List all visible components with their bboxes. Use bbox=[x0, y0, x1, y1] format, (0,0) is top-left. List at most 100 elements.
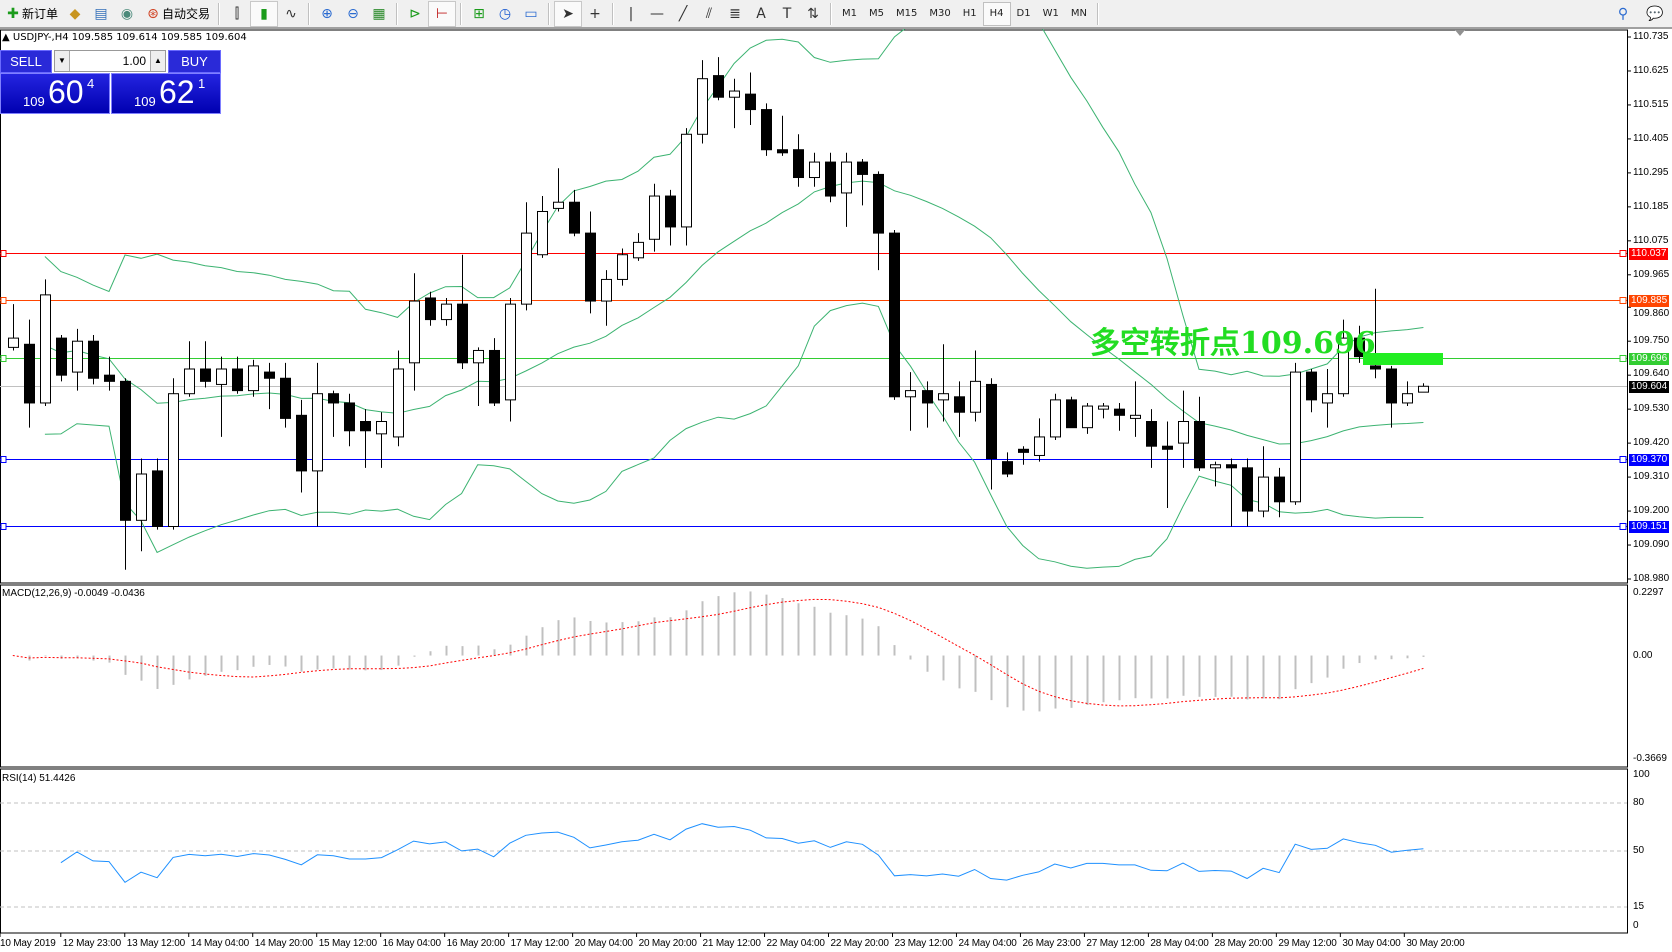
bear-candle[interactable] bbox=[745, 93, 756, 111]
vertical-line-button[interactable]: | bbox=[618, 2, 644, 26]
level-handle[interactable] bbox=[0, 456, 7, 463]
bear-candle[interactable] bbox=[88, 340, 99, 379]
level-handle[interactable] bbox=[1619, 523, 1627, 530]
bear-candle[interactable] bbox=[152, 470, 163, 527]
bull-candle[interactable] bbox=[216, 368, 227, 385]
bull-candle[interactable] bbox=[1418, 385, 1429, 393]
cursor-button[interactable]: ➤ bbox=[554, 0, 583, 27]
bull-candle[interactable] bbox=[1050, 399, 1061, 438]
bear-candle[interactable] bbox=[1274, 476, 1285, 503]
level-handle[interactable] bbox=[1619, 297, 1627, 304]
bull-candle[interactable] bbox=[1290, 371, 1301, 503]
market-watch-button[interactable]: ◆ bbox=[62, 2, 88, 26]
bear-candle[interactable] bbox=[120, 380, 131, 521]
tile-windows-button[interactable]: ▦ bbox=[366, 2, 392, 26]
timeframe-h1[interactable]: H1 bbox=[962, 8, 977, 19]
bull-candle[interactable] bbox=[184, 368, 195, 395]
signals-button[interactable]: ◉ bbox=[114, 2, 140, 26]
bear-candle[interactable] bbox=[1146, 420, 1157, 447]
bull-candle[interactable] bbox=[617, 254, 628, 280]
bull-candle[interactable] bbox=[1402, 393, 1413, 404]
bear-candle[interactable] bbox=[585, 232, 596, 302]
lot-value[interactable]: 1.00 bbox=[122, 54, 146, 68]
bear-candle[interactable] bbox=[200, 368, 211, 382]
bear-candle[interactable] bbox=[793, 149, 804, 179]
bull-candle[interactable] bbox=[1258, 476, 1269, 512]
bull-candle[interactable] bbox=[1082, 405, 1093, 429]
bull-candle[interactable] bbox=[553, 201, 564, 209]
pivot-zone-rectangle[interactable] bbox=[1363, 353, 1443, 365]
bear-candle[interactable] bbox=[857, 161, 868, 175]
horizontal-line-button[interactable]: — bbox=[644, 2, 670, 26]
bear-candle[interactable] bbox=[296, 414, 307, 472]
bull-candle[interactable] bbox=[1098, 405, 1109, 410]
arrows-button[interactable]: ⇅ bbox=[800, 2, 826, 26]
bull-candle[interactable] bbox=[1178, 420, 1189, 444]
bear-candle[interactable] bbox=[328, 393, 339, 404]
text-label-button[interactable]: T bbox=[774, 2, 800, 26]
bear-candle[interactable] bbox=[425, 297, 436, 321]
bear-candle[interactable] bbox=[569, 201, 580, 234]
bull-candle[interactable] bbox=[601, 278, 612, 302]
bear-candle[interactable] bbox=[1306, 371, 1317, 401]
bull-candle[interactable] bbox=[697, 78, 708, 135]
bull-candle[interactable] bbox=[1130, 414, 1141, 419]
bear-candle[interactable] bbox=[264, 371, 275, 379]
bear-candle[interactable] bbox=[1114, 408, 1125, 416]
indicators-button[interactable]: ⊞ bbox=[466, 2, 492, 26]
bull-candle[interactable] bbox=[376, 420, 387, 435]
bear-candle[interactable] bbox=[777, 149, 788, 154]
bull-candle[interactable] bbox=[441, 303, 452, 321]
auto-scroll-button[interactable]: ⊳ bbox=[402, 2, 428, 26]
bear-candle[interactable] bbox=[1354, 337, 1365, 358]
crosshair-button[interactable]: + bbox=[582, 2, 608, 26]
bull-candle[interactable] bbox=[905, 390, 916, 398]
bull-candle[interactable] bbox=[312, 393, 323, 472]
timeframe-m15[interactable]: M15 bbox=[896, 8, 918, 19]
bull-candle[interactable] bbox=[409, 300, 420, 364]
zoom-out-button[interactable]: ⊖ bbox=[340, 2, 366, 26]
bull-candle[interactable] bbox=[505, 303, 516, 401]
candlestick-button[interactable]: ▮ bbox=[250, 0, 279, 27]
fibonacci-button[interactable]: ≣ bbox=[722, 2, 748, 26]
bull-candle[interactable] bbox=[841, 161, 852, 194]
bear-candle[interactable] bbox=[1386, 368, 1397, 404]
bull-candle[interactable] bbox=[1338, 337, 1349, 395]
navigator-button[interactable]: ▤ bbox=[88, 2, 114, 26]
chat-icon[interactable]: 💬 bbox=[1646, 5, 1664, 22]
buy-button[interactable]: BUY bbox=[168, 50, 221, 73]
bear-candle[interactable] bbox=[1002, 461, 1013, 475]
timeframe-h4[interactable]: H4 bbox=[982, 1, 1011, 26]
buy-price-box[interactable]: 109 62 1 bbox=[111, 73, 221, 114]
bear-candle[interactable] bbox=[1162, 445, 1173, 450]
bear-candle[interactable] bbox=[665, 195, 676, 228]
bear-candle[interactable] bbox=[344, 402, 355, 432]
new-order-button[interactable]: ✚ 新订单 bbox=[0, 2, 62, 26]
templates-button[interactable]: ▭ bbox=[518, 2, 544, 26]
line-chart-button[interactable]: ∿ bbox=[278, 2, 304, 26]
lot-increase-icon[interactable]: ▲ bbox=[150, 51, 165, 71]
bear-candle[interactable] bbox=[761, 109, 772, 151]
level-handle[interactable] bbox=[1619, 456, 1627, 463]
bear-candle[interactable] bbox=[360, 420, 371, 432]
bear-candle[interactable] bbox=[922, 390, 933, 404]
bear-candle[interactable] bbox=[1370, 365, 1381, 370]
bear-candle[interactable] bbox=[1226, 464, 1237, 469]
bull-candle[interactable] bbox=[473, 349, 484, 364]
bear-candle[interactable] bbox=[873, 173, 884, 234]
lot-size-field[interactable]: ▼ 1.00 ▲ bbox=[54, 50, 166, 72]
level-handle[interactable] bbox=[0, 297, 7, 304]
chart-shift-button[interactable]: ⊢ bbox=[428, 0, 457, 27]
collapse-triangle-icon[interactable]: ▲ bbox=[2, 32, 13, 43]
bull-candle[interactable] bbox=[729, 90, 740, 98]
bear-candle[interactable] bbox=[1194, 420, 1205, 469]
main-chart-panel[interactable] bbox=[0, 29, 1628, 584]
bear-candle[interactable] bbox=[457, 303, 468, 364]
periods-button[interactable]: ◷ bbox=[492, 2, 518, 26]
search-icon[interactable]: ⚲ bbox=[1617, 5, 1629, 22]
bear-candle[interactable] bbox=[232, 368, 243, 392]
bull-candle[interactable] bbox=[393, 368, 404, 438]
bear-candle[interactable] bbox=[489, 349, 500, 404]
bear-candle[interactable] bbox=[986, 383, 997, 460]
